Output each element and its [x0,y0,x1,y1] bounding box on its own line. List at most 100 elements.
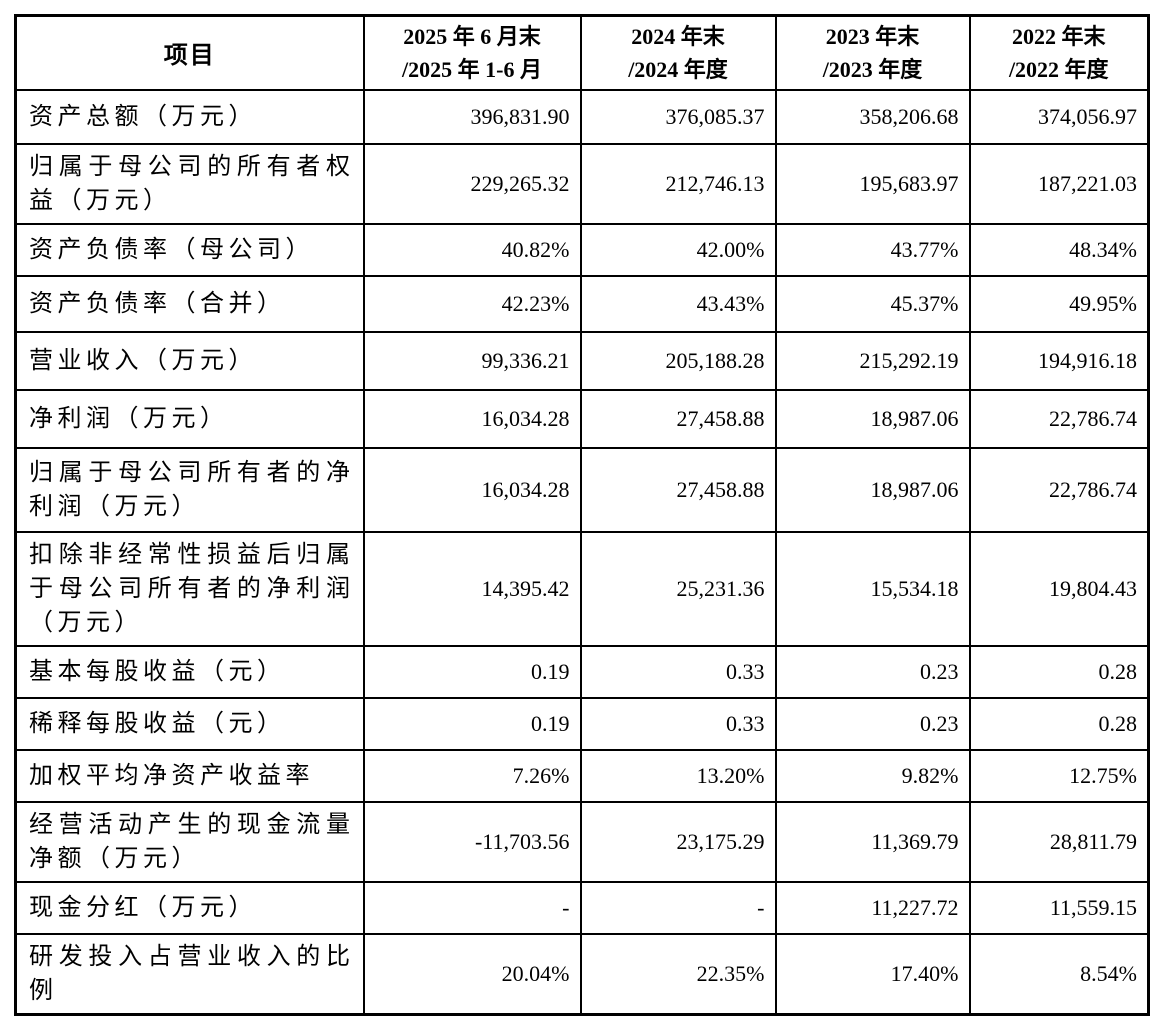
period-line-1: 2025 年 6 月末 [403,23,541,49]
row-value-cell: 0.33 [579,644,777,699]
row-value-cell: 42.00% [579,222,777,277]
row-value-cell: 48.34% [968,222,1150,277]
row-item-label: 研发投入占营业收入的比例 [14,932,365,1015]
table-row: 稀释每股收益（元） 0.19 0.33 0.23 0.28 [14,696,1150,751]
table-row: 现金分红（万元） - - 11,227.72 11,559.15 [14,880,1150,935]
table-row: 资产负债率（合并） 42.23% 43.43% 45.37% 49.95% [14,274,1150,333]
table-header-row: 项目 2025 年 6 月末 /2025 年 1-6 月 2024 年末 /20… [14,14,1150,91]
table-row: 归属于母公司所有者的净利润（万元） 16,034.28 27,458.88 18… [14,446,1150,533]
row-value-cell: 25,231.36 [579,530,777,647]
row-value-cell: 358,206.68 [774,88,971,145]
row-value-cell: 14,395.42 [362,530,582,647]
row-value-cell: 18,987.06 [774,388,971,449]
period-line-2: /2022 年度 [1008,56,1109,82]
row-value-cell: -11,703.56 [362,800,582,883]
row-value-cell: 16,034.28 [362,446,582,533]
row-item-label: 资产负债率（合并） [14,274,365,333]
period-line-2: /2023 年度 [822,56,923,82]
row-item-label: 经营活动产生的现金流量净额（万元） [14,800,365,883]
period-line-1: 2022 年末 [1011,23,1106,49]
row-value-cell: 19,804.43 [968,530,1150,647]
table-row: 营业收入（万元） 99,336.21 205,188.28 215,292.19… [14,330,1150,391]
row-value-cell: 195,683.97 [774,142,971,225]
period-line-1: 2024 年末 [631,23,725,49]
row-value-cell: 42.23% [362,274,582,333]
table-row: 经营活动产生的现金流量净额（万元） -11,703.56 23,175.29 1… [14,800,1150,883]
table-row: 归属于母公司的所有者权益（万元） 229,265.32 212,746.13 1… [14,142,1150,225]
row-item-label: 稀释每股收益（元） [14,696,365,751]
row-value-cell: 9.82% [774,748,971,803]
column-header-2025: 2025 年 6 月末 /2025 年 1-6 月 [362,14,582,91]
row-value-cell: 16,034.28 [362,388,582,449]
row-value-cell: 27,458.88 [579,446,777,533]
row-value-cell: 11,369.79 [774,800,971,883]
row-value-cell: 15,534.18 [774,530,971,647]
row-item-label: 净利润（万元） [14,388,365,449]
column-header-2024: 2024 年末 /2024 年度 [579,14,777,91]
row-value-cell: 99,336.21 [362,330,582,391]
row-value-cell: 28,811.79 [968,800,1150,883]
table-row: 扣除非经常性损益后归属于母公司所有者的净利润（万元） 14,395.42 25,… [14,530,1150,647]
row-value-cell: - [579,880,777,935]
row-value-cell: 13.20% [579,748,777,803]
period-line-2: /2025 年 1-6 月 [402,56,542,82]
table-row: 加权平均净资产收益率 7.26% 13.20% 9.82% 12.75% [14,748,1150,803]
financial-summary-table: 项目 2025 年 6 月末 /2025 年 1-6 月 2024 年末 /20… [14,14,1150,1016]
table-row: 资产总额（万元） 396,831.90 376,085.37 358,206.6… [14,88,1150,145]
row-item-label: 资产负债率（母公司） [14,222,365,277]
row-value-cell: 0.28 [968,696,1150,751]
row-value-cell: 12.75% [968,748,1150,803]
row-item-label: 资产总额（万元） [14,88,365,145]
row-value-cell: 229,265.32 [362,142,582,225]
row-value-cell: 205,188.28 [579,330,777,391]
row-item-label: 扣除非经常性损益后归属于母公司所有者的净利润（万元） [14,530,365,647]
row-value-cell: 40.82% [362,222,582,277]
period-line-1: 2023 年末 [825,23,920,49]
row-value-cell: 374,056.97 [968,88,1150,145]
row-value-cell: 22.35% [579,932,777,1015]
row-value-cell: 11,559.15 [968,880,1150,935]
row-value-cell: 187,221.03 [968,142,1150,225]
row-value-cell: 23,175.29 [579,800,777,883]
row-value-cell: 0.23 [774,696,971,751]
row-value-cell: 212,746.13 [579,142,777,225]
row-value-cell: 22,786.74 [968,446,1150,533]
row-value-cell: 17.40% [774,932,971,1015]
row-value-cell: 43.77% [774,222,971,277]
row-item-label: 加权平均净资产收益率 [14,748,365,803]
row-value-cell: 0.23 [774,644,971,699]
column-header-item: 项目 [14,14,365,91]
table-row: 研发投入占营业收入的比例 20.04% 22.35% 17.40% 8.54% [14,932,1150,1015]
table-row: 净利润（万元） 16,034.28 27,458.88 18,987.06 22… [14,388,1150,449]
row-value-cell: 11,227.72 [774,880,971,935]
row-value-cell: 45.37% [774,274,971,333]
table-row: 基本每股收益（元） 0.19 0.33 0.23 0.28 [14,644,1150,699]
row-value-cell: 194,916.18 [968,330,1150,391]
column-header-2022: 2022 年末 /2022 年度 [968,14,1150,91]
period-line-2: /2024 年度 [628,56,728,82]
row-value-cell: 20.04% [362,932,582,1015]
row-value-cell: 7.26% [362,748,582,803]
row-value-cell: 0.28 [968,644,1150,699]
column-header-2023: 2023 年末 /2023 年度 [774,14,971,91]
row-item-label: 归属于母公司的所有者权益（万元） [14,142,365,225]
row-value-cell: - [362,880,582,935]
row-value-cell: 8.54% [968,932,1150,1015]
row-value-cell: 18,987.06 [774,446,971,533]
row-item-label: 归属于母公司所有者的净利润（万元） [14,446,365,533]
row-item-label: 营业收入（万元） [14,330,365,391]
row-value-cell: 396,831.90 [362,88,582,145]
row-value-cell: 0.33 [579,696,777,751]
row-value-cell: 0.19 [362,644,582,699]
row-item-label: 基本每股收益（元） [14,644,365,699]
table-row: 资产负债率（母公司） 40.82% 42.00% 43.77% 48.34% [14,222,1150,277]
row-value-cell: 0.19 [362,696,582,751]
row-value-cell: 49.95% [968,274,1150,333]
row-value-cell: 376,085.37 [579,88,777,145]
row-value-cell: 215,292.19 [774,330,971,391]
row-item-label: 现金分红（万元） [14,880,365,935]
row-value-cell: 22,786.74 [968,388,1150,449]
row-value-cell: 27,458.88 [579,388,777,449]
row-value-cell: 43.43% [579,274,777,333]
